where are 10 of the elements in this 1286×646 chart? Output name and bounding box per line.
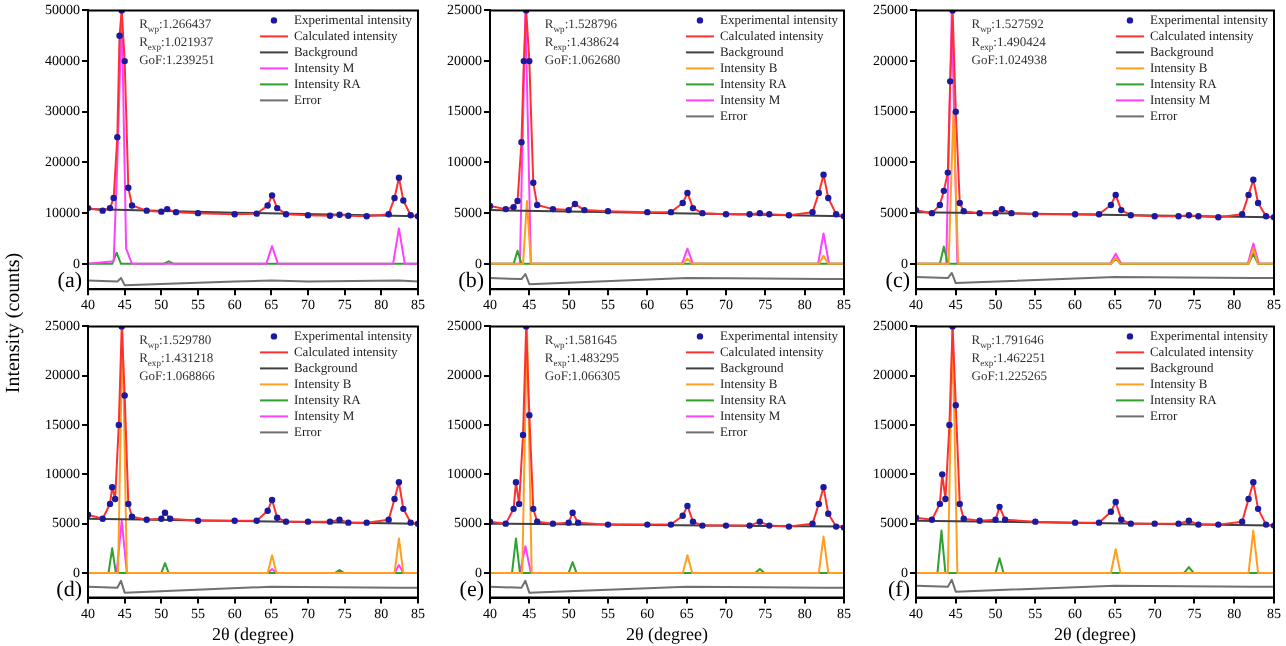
text: (c): [885, 269, 911, 294]
x-axis-title: 2θ (degree): [211, 623, 295, 644]
x-axis-title: 2θ (degree): [1053, 623, 1137, 644]
text: (b): [458, 269, 485, 294]
y-axis-title: Intensity (counts): [3, 252, 26, 394]
x-axis-title: 2θ (degree): [625, 623, 709, 644]
text: (a): [57, 269, 83, 294]
text: (d): [56, 577, 83, 602]
text: (f): [888, 577, 911, 602]
text: (e): [459, 577, 485, 602]
